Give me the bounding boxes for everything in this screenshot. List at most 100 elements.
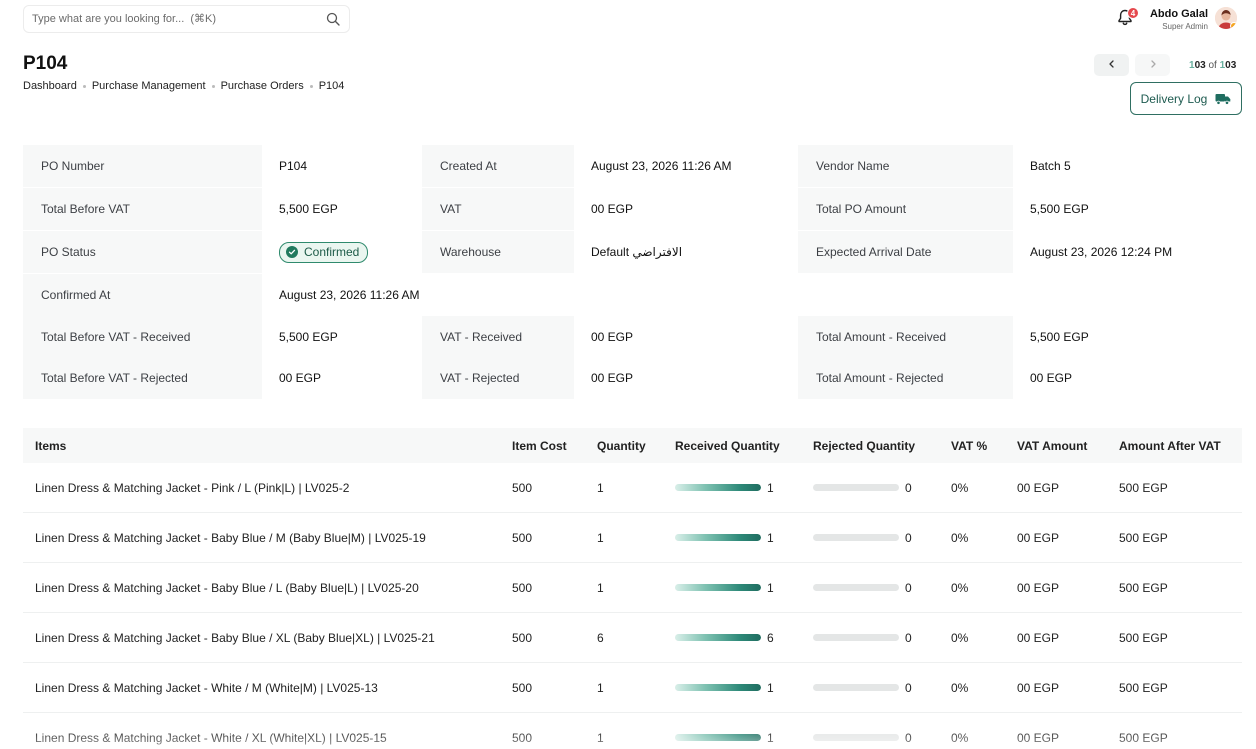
search-input[interactable] — [32, 13, 325, 25]
vat-rejected-label: VAT - Rejected — [422, 357, 574, 399]
info-row: PO Status Confirmed Warehouse Default ال… — [23, 231, 1242, 273]
delivery-log-button[interactable]: Delivery Log — [1130, 82, 1242, 115]
total-po-amount-value: 5,500 EGP — [1013, 188, 1242, 230]
rejected-quantity: 0 — [801, 630, 939, 645]
vat-percent: 0% — [951, 630, 969, 645]
item-name: Linen Dress & Matching Jacket - Baby Blu… — [35, 530, 426, 545]
vat-label: VAT — [422, 188, 574, 230]
rejected-quantity-value: 0 — [905, 630, 912, 645]
chevron-left-icon — [1108, 59, 1116, 71]
item-quantity: 6 — [597, 630, 604, 645]
table-row[interactable]: Linen Dress & Matching Jacket - White / … — [23, 713, 1242, 749]
total-amount-received-label: Total Amount - Received — [798, 316, 1013, 358]
warehouse-value: Default الافتراضي — [574, 231, 798, 273]
delivery-log-label: Delivery Log — [1140, 91, 1208, 106]
page-total-prefix: 1 — [1219, 59, 1226, 71]
next-button[interactable] — [1135, 54, 1170, 76]
received-quantity-value: 1 — [767, 530, 774, 545]
received-progress-fill — [675, 634, 761, 642]
amount-after-vat: 500 EGP — [1119, 630, 1168, 645]
record-pager: 103 of 103 — [1094, 54, 1236, 76]
po-number-value: P104 — [262, 145, 422, 187]
received-quantity-value: 6 — [767, 630, 774, 645]
received-quantity-value: 1 — [767, 580, 774, 595]
vat-value: 00 EGP — [574, 188, 798, 230]
page-current-prefix: 1 — [1189, 59, 1195, 71]
table-row[interactable]: Linen Dress & Matching Jacket - Baby Blu… — [23, 563, 1242, 613]
amount-after-vat: 500 EGP — [1119, 480, 1168, 495]
header-received-quantity: Received Quantity — [675, 438, 780, 453]
status-badge-label: Confirmed — [304, 245, 360, 259]
rejected-progress-bar — [813, 584, 899, 592]
received-quantity-value: 1 — [767, 480, 774, 495]
confirmed-at-value: August 23, 2026 11:26 AM — [262, 274, 622, 316]
received-progress-bar — [675, 684, 761, 692]
received-progress-bar — [675, 484, 761, 492]
rejected-quantity: 0 — [801, 580, 939, 595]
received-progress-bar — [675, 734, 761, 742]
table-row[interactable]: Linen Dress & Matching Jacket - Baby Blu… — [23, 613, 1242, 663]
breadcrumb-dashboard[interactable]: Dashboard — [23, 80, 77, 92]
rejected-quantity-value: 0 — [905, 730, 912, 745]
received-progress-fill — [675, 534, 761, 542]
item-quantity: 1 — [597, 530, 604, 545]
info-row: Confirmed At August 23, 2026 11:26 AM — [23, 274, 1242, 316]
rejected-quantity-value: 0 — [905, 580, 912, 595]
check-circle-icon — [286, 246, 298, 258]
received-progress-fill — [675, 684, 761, 692]
user-name: Abdo Galal — [1149, 8, 1208, 20]
confirmed-at-label: Confirmed At — [23, 274, 262, 316]
rejected-progress-bar — [813, 684, 899, 692]
vat-amount: 00 EGP — [1017, 580, 1060, 595]
truck-icon — [1215, 93, 1231, 105]
avatar[interactable] — [1215, 7, 1237, 29]
rejected-progress-bar — [813, 634, 899, 642]
rejected-progress-bar — [813, 734, 899, 742]
item-cost: 500 — [512, 580, 533, 595]
breadcrumb-purchase-management[interactable]: Purchase Management — [91, 80, 206, 92]
breadcrumb: Dashboard Purchase Management Purchase O… — [23, 80, 344, 92]
breadcrumb-purchase-orders[interactable]: Purchase Orders — [220, 80, 304, 92]
search-icon[interactable] — [325, 11, 341, 27]
item-quantity: 1 — [597, 730, 604, 745]
received-progress-bar — [675, 634, 761, 642]
notification-count-badge: 4 — [1127, 7, 1139, 19]
table-row[interactable]: Linen Dress & Matching Jacket - Pink / L… — [23, 463, 1242, 513]
total-amount-rejected-label: Total Amount - Rejected — [798, 357, 1013, 399]
page-current-suffix: 03 — [1194, 59, 1206, 71]
item-quantity: 1 — [597, 680, 604, 695]
rejected-quantity: 0 — [801, 480, 939, 495]
amount-after-vat: 500 EGP — [1119, 530, 1168, 545]
vat-amount: 00 EGP — [1017, 480, 1060, 495]
notifications-button[interactable]: 4 — [1114, 7, 1139, 31]
received-quantity: 1 — [663, 680, 801, 695]
rejected-quantity: 0 — [801, 730, 939, 745]
received-quantity: 1 — [663, 530, 801, 545]
previous-button[interactable] — [1094, 54, 1129, 76]
breadcrumb-separator — [82, 84, 86, 88]
tbv-rejected-value: 00 EGP — [262, 357, 422, 399]
tbv-rejected-label: Total Before VAT - Rejected — [23, 357, 262, 399]
user-info[interactable]: Abdo Galal Super Admin — [1150, 8, 1208, 31]
header-quantity: Quantity — [597, 438, 646, 453]
total-amount-received-value: 5,500 EGP — [1013, 316, 1242, 358]
vat-amount: 00 EGP — [1017, 630, 1060, 645]
table-row[interactable]: Linen Dress & Matching Jacket - White / … — [23, 663, 1242, 713]
search-bar[interactable] — [23, 5, 350, 33]
header-item-cost: Item Cost — [512, 438, 567, 453]
received-quantity-value: 1 — [767, 730, 774, 745]
breadcrumb-separator — [309, 84, 313, 88]
rejected-quantity: 0 — [801, 530, 939, 545]
received-progress-fill — [675, 734, 761, 742]
table-row[interactable]: Linen Dress & Matching Jacket - Baby Blu… — [23, 513, 1242, 563]
item-name: Linen Dress & Matching Jacket - Baby Blu… — [35, 630, 435, 645]
page-title: P104 — [23, 53, 68, 74]
received-quantity: 1 — [663, 480, 801, 495]
item-cost: 500 — [512, 530, 533, 545]
vat-percent: 0% — [951, 730, 969, 745]
total-po-amount-label: Total PO Amount — [798, 188, 1013, 230]
header-items: Items — [35, 438, 67, 453]
received-progress-bar — [675, 534, 761, 542]
vat-rejected-value: 00 EGP — [574, 357, 798, 399]
vat-percent: 0% — [951, 580, 969, 595]
